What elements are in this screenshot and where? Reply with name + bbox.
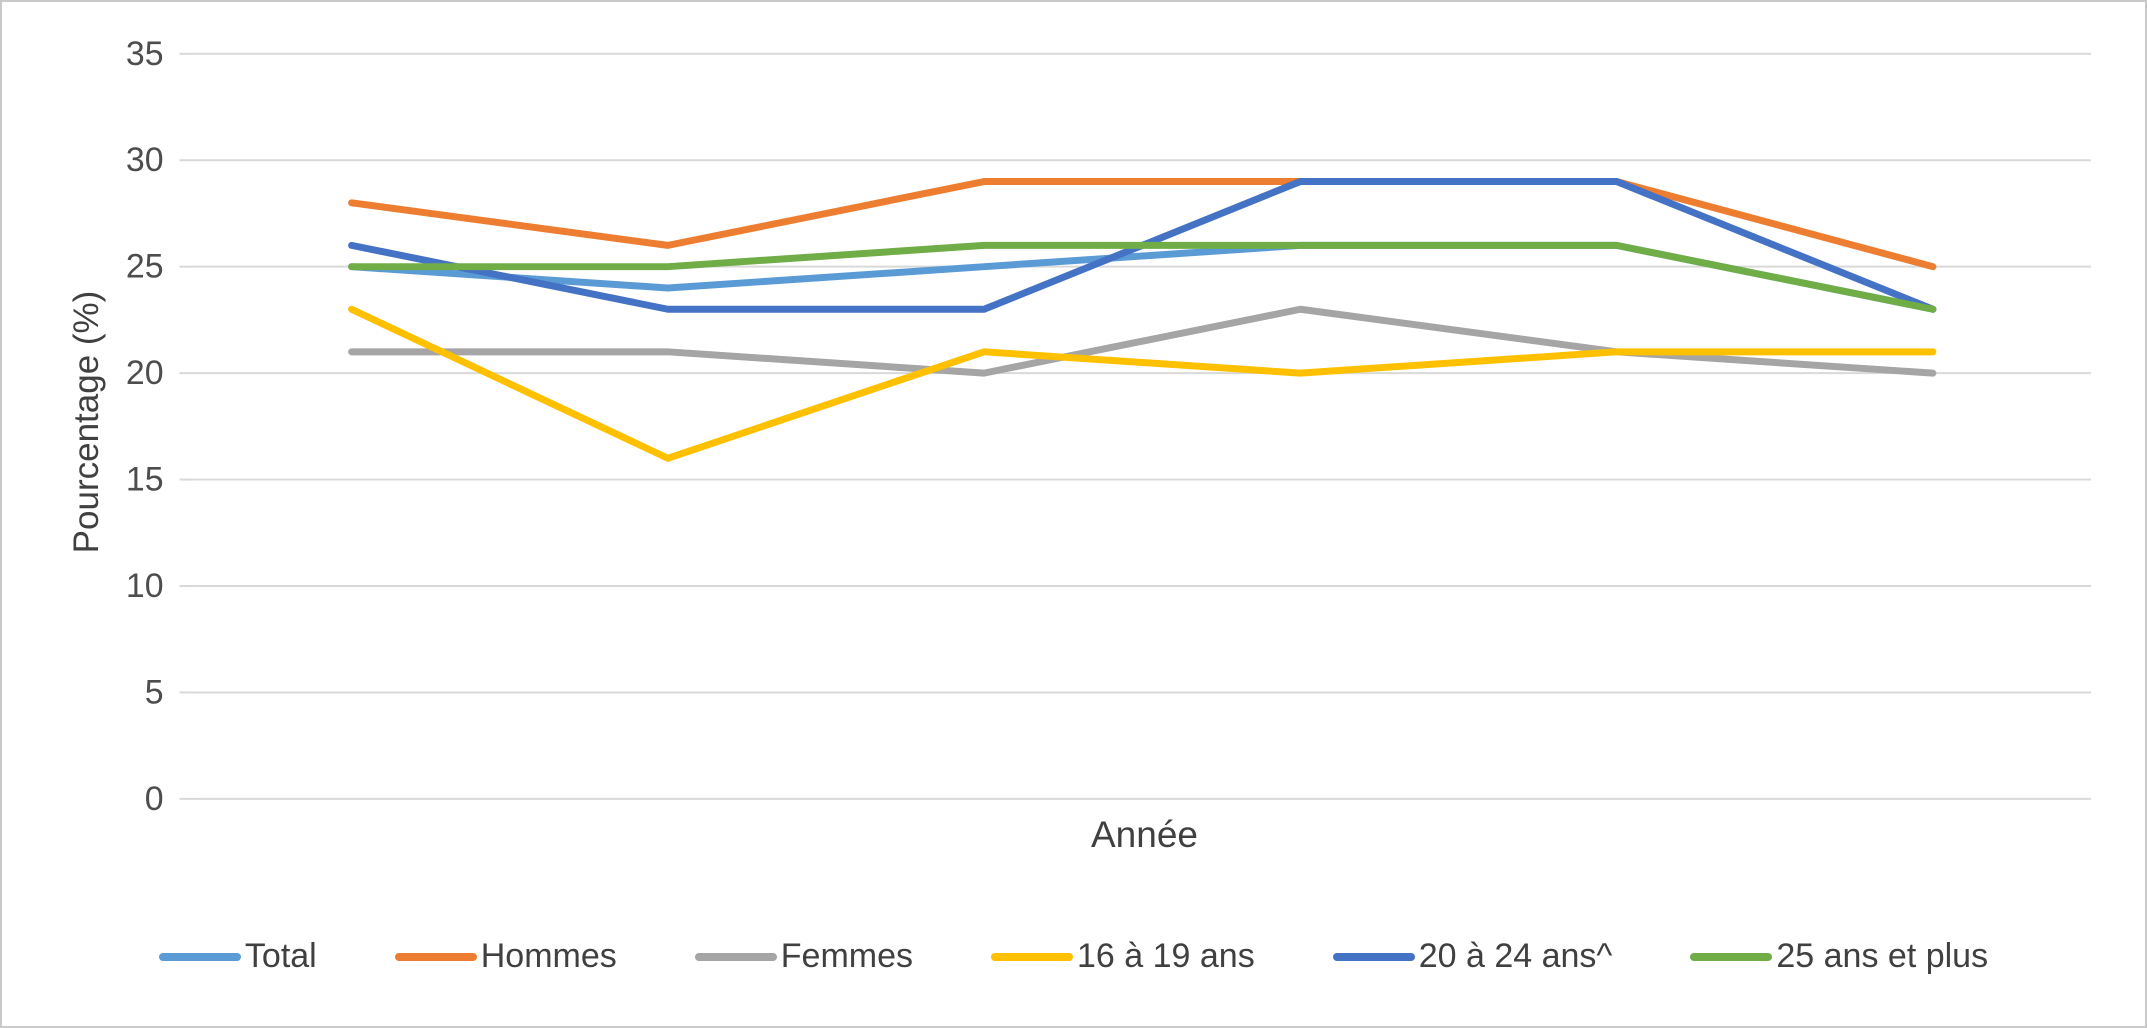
legend-line-swatch [694, 952, 777, 961]
legend-item: Total [158, 937, 317, 976]
y-tick-label: 15 [126, 461, 164, 499]
y-tick-label: 20 [126, 354, 164, 392]
series-line-6 [348, 241, 1937, 313]
legend-line-swatch [394, 952, 477, 961]
legend-line-swatch [991, 952, 1073, 961]
legend-label: 25 ans et plus [1776, 937, 1989, 975]
y-tick-label: 5 [145, 673, 164, 711]
legend-label: 20 à 24 ans^ [1418, 937, 1613, 975]
legend-item: 20 à 24 ans^ [1332, 937, 1613, 976]
y-tick-label: 35 [126, 35, 164, 73]
legend-label: Hommes [480, 937, 617, 975]
legend-line-swatch [1690, 952, 1773, 961]
legend-item: Femmes [694, 937, 913, 976]
series-line-3 [348, 305, 1937, 377]
legend-item: 25 ans et plus [1690, 937, 1988, 976]
y-tick-label: 30 [126, 141, 164, 179]
y-tick-label: 0 [145, 780, 164, 818]
legend-item: Hommes [394, 937, 617, 976]
legend: Total Hommes Femmes 16 à 19 ans 20 à 24 ans^… [2, 937, 2145, 976]
legend-label: 16 à 19 ans [1077, 937, 1255, 975]
y-tick-label: 25 [126, 248, 164, 286]
legend-line-swatch [158, 952, 241, 961]
series-line-2 [348, 178, 1937, 271]
series-line-1 [348, 241, 1937, 313]
legend-item: 16 à 19 ans [991, 937, 1255, 976]
y-tick-label: 10 [126, 567, 164, 605]
legend-label: Femmes [780, 937, 913, 975]
legend-label: Total [244, 937, 317, 975]
x-axis-title: Année [1091, 814, 1198, 855]
legend-line-swatch [1332, 952, 1415, 961]
series-line-4 [348, 305, 1937, 462]
y-axis-title: Pourcentage (%) [67, 290, 106, 554]
